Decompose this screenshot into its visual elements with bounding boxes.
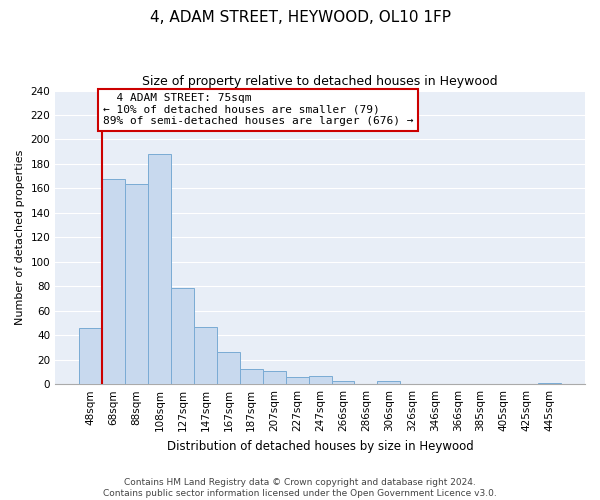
Bar bbox=[538, 383, 561, 384]
Bar bbox=[240, 370, 263, 384]
Bar bbox=[125, 184, 148, 384]
Bar bbox=[171, 288, 194, 384]
Bar bbox=[308, 376, 332, 384]
Y-axis label: Number of detached properties: Number of detached properties bbox=[15, 150, 25, 325]
Text: Contains HM Land Registry data © Crown copyright and database right 2024.
Contai: Contains HM Land Registry data © Crown c… bbox=[103, 478, 497, 498]
Title: Size of property relative to detached houses in Heywood: Size of property relative to detached ho… bbox=[142, 75, 498, 88]
Bar bbox=[79, 328, 102, 384]
Bar bbox=[377, 380, 400, 384]
X-axis label: Distribution of detached houses by size in Heywood: Distribution of detached houses by size … bbox=[167, 440, 473, 452]
Bar bbox=[332, 380, 355, 384]
Bar bbox=[217, 352, 240, 384]
Text: 4, ADAM STREET, HEYWOOD, OL10 1FP: 4, ADAM STREET, HEYWOOD, OL10 1FP bbox=[149, 10, 451, 25]
Bar bbox=[102, 178, 125, 384]
Bar bbox=[286, 377, 308, 384]
Bar bbox=[194, 326, 217, 384]
Bar bbox=[148, 154, 171, 384]
Bar bbox=[263, 370, 286, 384]
Text: 4 ADAM STREET: 75sqm
← 10% of detached houses are smaller (79)
89% of semi-detac: 4 ADAM STREET: 75sqm ← 10% of detached h… bbox=[103, 93, 413, 126]
